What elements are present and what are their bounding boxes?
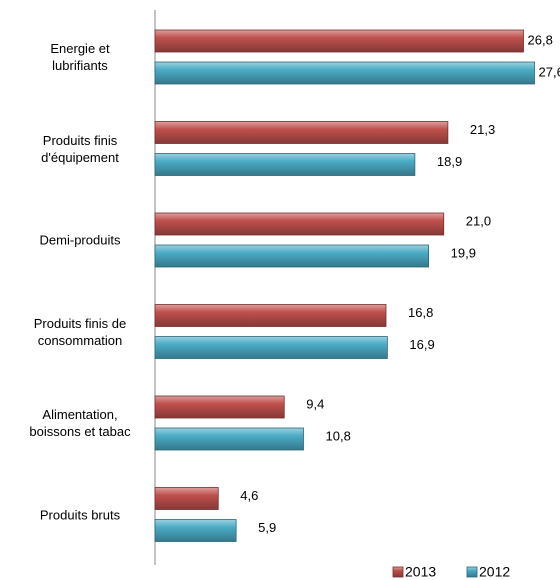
value-label: 26,8	[528, 32, 553, 47]
category-label: Produits finis de consommation	[33, 315, 127, 348]
value-label: 16,9	[409, 337, 434, 352]
value-label: 4,6	[240, 488, 258, 503]
bar	[154, 304, 387, 327]
bar	[154, 487, 219, 510]
bar	[154, 153, 416, 176]
value-label: 18,9	[437, 154, 462, 169]
bar	[154, 29, 524, 53]
bar	[154, 61, 535, 85]
value-label: 16,8	[408, 305, 433, 320]
bar	[154, 212, 445, 236]
bar	[154, 336, 388, 359]
bar	[154, 395, 285, 419]
value-label: 5,9	[258, 520, 276, 535]
legend-label: 2013	[405, 564, 436, 580]
value-label: 21,3	[470, 122, 495, 137]
legend-swatch	[392, 566, 404, 578]
value-label: 9,4	[306, 396, 324, 411]
value-label: 21,0	[466, 213, 491, 228]
category-label: Demi-produits	[39, 232, 121, 248]
value-label: 10,8	[326, 428, 351, 443]
legend-label: 2012	[479, 564, 510, 580]
value-label: 27,6	[539, 64, 560, 79]
category-label: Produits bruts	[39, 507, 121, 522]
category-label: Produits finis d'équipement	[41, 132, 119, 165]
category-label: Energie et lubrifiants	[50, 41, 110, 73]
category-label: Alimentation, boissons et tabac	[29, 407, 131, 439]
value-label: 19,9	[451, 245, 476, 260]
bar	[154, 427, 304, 451]
bar	[154, 121, 449, 144]
bar	[154, 244, 430, 268]
bar	[154, 519, 237, 542]
legend-swatch	[466, 566, 478, 578]
